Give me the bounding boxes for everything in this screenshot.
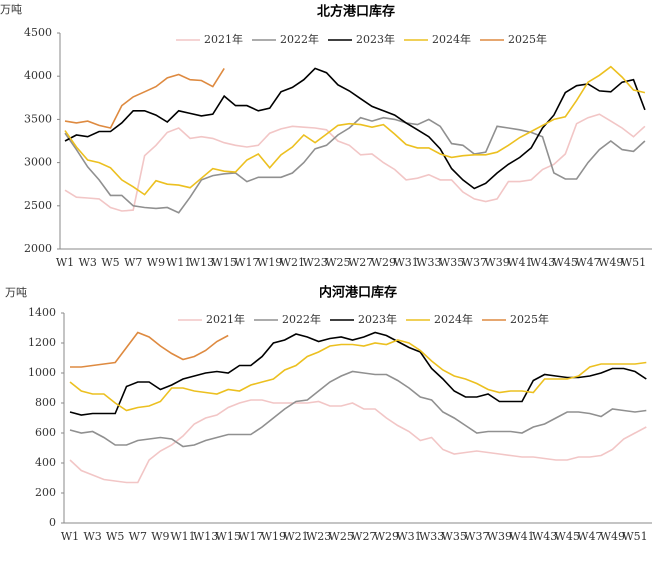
x-tick-label: W19: [257, 256, 282, 269]
series-line: [69, 339, 647, 412]
x-tick-label: W23: [302, 256, 327, 269]
legend-label: 2023年: [358, 312, 397, 326]
x-tick-label: W49: [600, 530, 625, 543]
y-tick-label: 800: [35, 396, 56, 409]
x-tick-label: W47: [575, 256, 600, 269]
x-tick-label: W43: [530, 256, 555, 269]
series-line: [64, 116, 646, 214]
x-tick-label: W15: [216, 530, 241, 543]
series-line: [69, 370, 647, 448]
x-tick-label: W1: [56, 256, 74, 269]
y-tick-label: 1200: [28, 336, 56, 349]
x-tick-label: W7: [124, 256, 142, 269]
x-tick-label: W11: [170, 530, 195, 543]
x-tick-label: W5: [101, 256, 119, 269]
x-tick-label: W33: [419, 530, 444, 543]
y-tick-label: 2000: [24, 242, 52, 255]
x-tick-label: W31: [396, 530, 421, 543]
chart-title: 北方港口库存: [317, 4, 395, 20]
x-tick-label: W47: [577, 530, 602, 543]
x-tick-label: W9: [151, 530, 169, 543]
x-tick-label: W51: [621, 256, 646, 269]
x-tick-label: W39: [487, 530, 512, 543]
x-tick-label: W21: [280, 256, 305, 269]
y-tick-label: 3500: [24, 112, 52, 125]
x-tick-label: W7: [129, 530, 147, 543]
x-tick-label: W31: [393, 256, 418, 269]
x-tick-label: W1: [61, 530, 79, 543]
x-tick-label: W3: [83, 530, 101, 543]
legend-label: 2021年: [206, 312, 245, 326]
x-tick-label: W5: [106, 530, 124, 543]
x-tick-label: W25: [329, 530, 354, 543]
x-tick-label: W45: [553, 256, 578, 269]
x-tick-label: W13: [193, 530, 218, 543]
y-axis-label: 万吨: [5, 286, 27, 299]
x-tick-label: W19: [261, 530, 286, 543]
x-tick-label: W25: [325, 256, 350, 269]
x-tick-label: W17: [234, 256, 259, 269]
x-tick-label: W45: [555, 530, 580, 543]
x-tick-label: W9: [147, 256, 165, 269]
x-tick-label: W13: [189, 256, 214, 269]
x-tick-label: W35: [439, 256, 464, 269]
x-tick-label: W29: [371, 256, 396, 269]
y-tick-label: 0: [49, 516, 56, 529]
y-tick-label: 4500: [24, 26, 52, 39]
x-tick-label: W43: [532, 530, 557, 543]
series-line: [64, 67, 646, 190]
legend-label: 2024年: [434, 312, 473, 326]
x-tick-label: W35: [442, 530, 467, 543]
x-tick-label: W11: [166, 256, 191, 269]
x-tick-label: W17: [238, 530, 263, 543]
x-tick-label: W21: [283, 530, 308, 543]
x-tick-label: W49: [598, 256, 623, 269]
series-line: [69, 331, 647, 416]
x-tick-label: W41: [509, 530, 534, 543]
y-tick-label: 200: [35, 486, 56, 499]
y-tick-label: 2500: [24, 199, 52, 212]
legend-label: 2022年: [280, 32, 319, 46]
legend-label: 2024年: [432, 32, 471, 46]
y-tick-label: 3000: [24, 156, 52, 169]
legend-label: 2023年: [356, 32, 395, 46]
y-tick-label: 1000: [28, 366, 56, 379]
x-tick-label: W37: [462, 256, 487, 269]
x-tick-label: W27: [348, 256, 373, 269]
x-tick-label: W39: [484, 256, 509, 269]
y-tick-label: 600: [35, 426, 56, 439]
x-tick-label: W29: [374, 530, 399, 543]
x-tick-label: W15: [212, 256, 237, 269]
y-axis-label: 万吨: [0, 3, 22, 16]
x-tick-label: W33: [416, 256, 441, 269]
legend-label: 2021年: [204, 32, 243, 46]
series-line: [64, 113, 646, 212]
x-tick-label: W3: [79, 256, 97, 269]
series-line: [70, 331, 229, 368]
series-line: [64, 67, 225, 129]
x-tick-label: W37: [464, 530, 489, 543]
chart-title: 内河港口库存: [319, 285, 397, 301]
x-tick-label: W23: [306, 530, 331, 543]
legend-label: 2025年: [510, 312, 549, 326]
y-tick-label: 1400: [28, 306, 56, 319]
x-tick-label: W51: [622, 530, 647, 543]
legend-label: 2022年: [282, 312, 321, 326]
series-line: [69, 399, 647, 484]
x-tick-label: W41: [507, 256, 532, 269]
y-tick-label: 400: [35, 456, 56, 469]
y-tick-label: 4000: [24, 69, 52, 82]
x-tick-label: W27: [351, 530, 376, 543]
legend-label: 2025年: [508, 32, 547, 46]
series-line: [64, 65, 646, 196]
